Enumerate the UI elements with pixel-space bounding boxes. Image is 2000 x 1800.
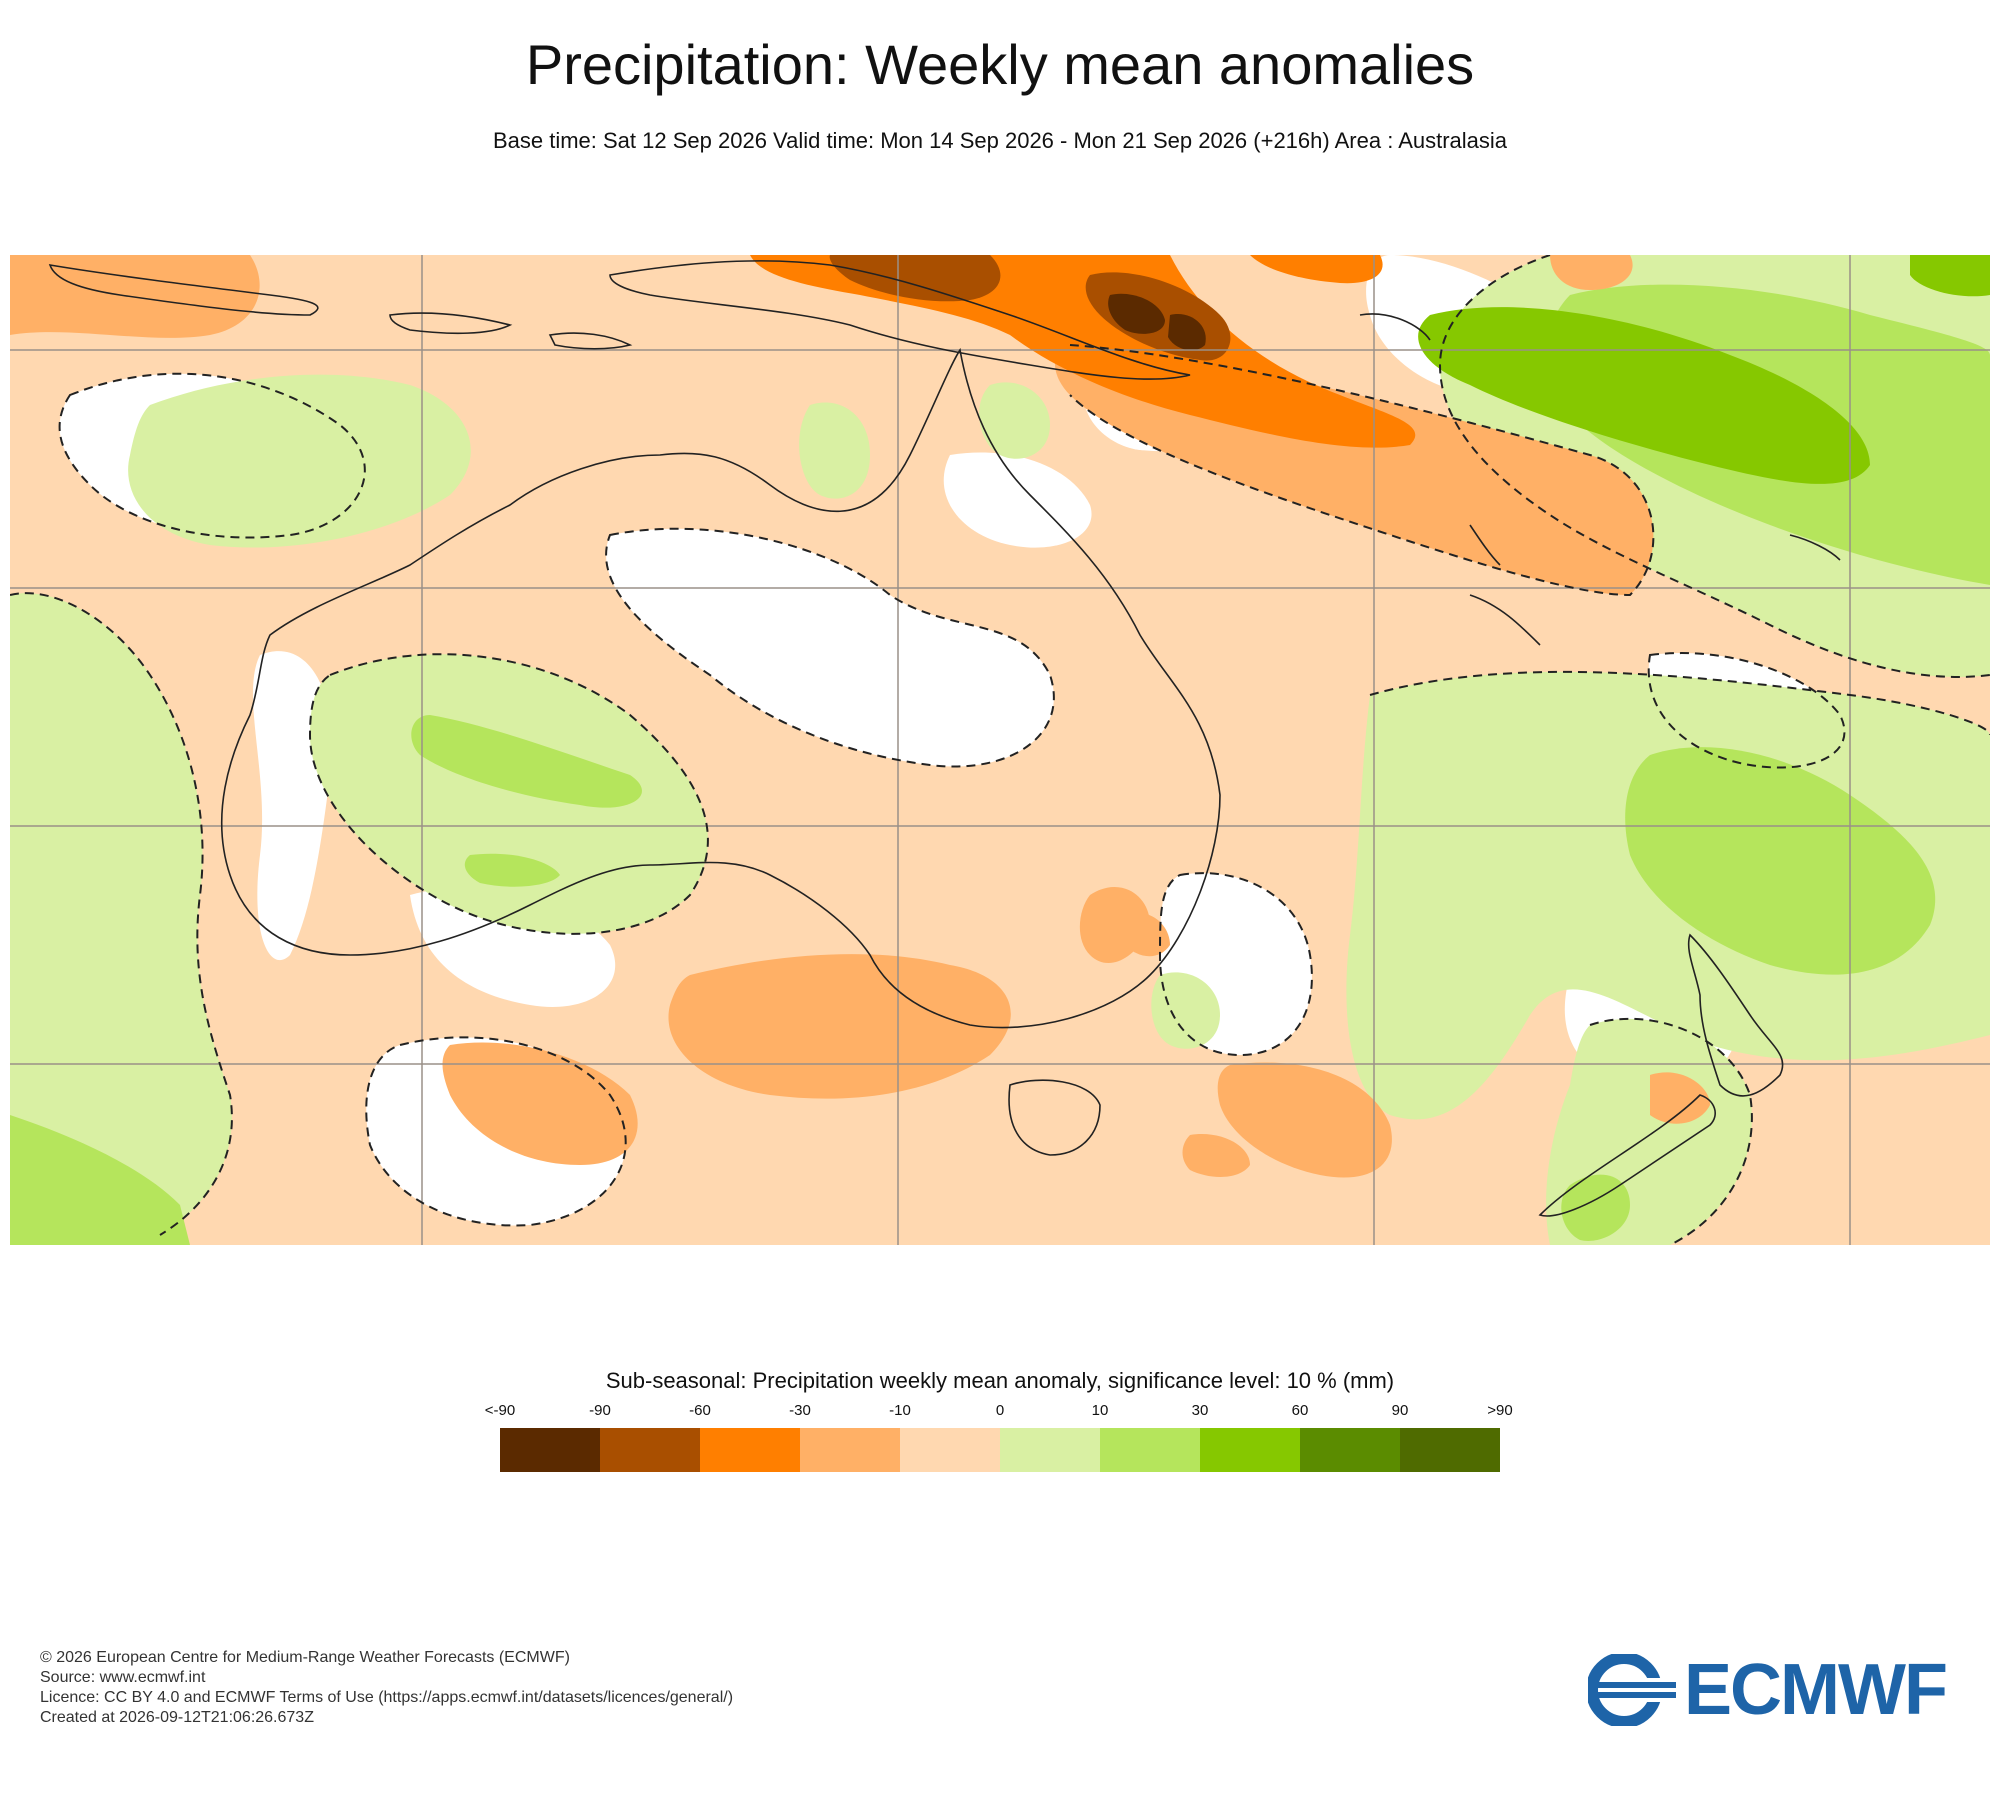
legend-tick-label: -10 bbox=[889, 1402, 911, 1419]
copyright-text: © 2026 European Centre for Medium-Range … bbox=[40, 1649, 570, 1666]
ecmwf-logo: ECMWF bbox=[1588, 1654, 1963, 1726]
map-gridlines bbox=[10, 255, 1990, 1245]
anomaly-minus-60-to-minus-30 bbox=[750, 255, 1416, 448]
precipitation-anomaly-map bbox=[10, 255, 1990, 1245]
legend-tick-label: 60 bbox=[1291, 1402, 1309, 1419]
anomaly-below-minus-90 bbox=[1108, 293, 1206, 351]
chart-subtitle: Base time: Sat 12 Sep 2026 Valid time: M… bbox=[492, 128, 1508, 153]
legend-colorbar bbox=[500, 1428, 1500, 1472]
legend-tick-label: 10 bbox=[1091, 1402, 1109, 1419]
legend-tick-label: -30 bbox=[789, 1402, 811, 1419]
source-text: Source: www.ecmwf.int bbox=[40, 1669, 206, 1686]
legend-swatch bbox=[1100, 1428, 1200, 1472]
legend-swatch bbox=[1000, 1428, 1100, 1472]
footer-credits: © 2026 European Centre for Medium-Range … bbox=[40, 1648, 733, 1728]
legend-swatch bbox=[700, 1428, 800, 1472]
legend-tick-label: -90 bbox=[589, 1402, 611, 1419]
legend-tick-label: -60 bbox=[689, 1402, 711, 1419]
ecmwf-logo-text: ECMWF bbox=[1684, 1650, 1948, 1730]
legend-tick-label: <-90 bbox=[484, 1402, 516, 1419]
legend-swatch bbox=[800, 1428, 900, 1472]
legend-swatch bbox=[900, 1428, 1000, 1472]
legend-labels: <-90 -90 -60 -30 -10 0 10 30 60 90 >90 bbox=[485, 1402, 1513, 1422]
legend-title: Sub-seasonal: Precipitation weekly mean … bbox=[605, 1368, 1395, 1393]
legend-tick-label: 90 bbox=[1391, 1402, 1409, 1419]
chart-title: Precipitation: Weekly mean anomalies bbox=[525, 33, 1475, 96]
ecmwf-logo-icon bbox=[1588, 1654, 1678, 1726]
created-text: Created at 2026-09-12T21:06:26.673Z bbox=[40, 1709, 314, 1726]
legend-swatch bbox=[1400, 1428, 1500, 1472]
legend-tick-label: >90 bbox=[1487, 1402, 1513, 1419]
legend-swatch bbox=[500, 1428, 600, 1472]
anomaly-30-to-60 bbox=[1418, 255, 1990, 484]
licence-text: Licence: CC BY 4.0 and ECMWF Terms of Us… bbox=[40, 1689, 734, 1706]
legend-tick-label: 30 bbox=[1191, 1402, 1209, 1419]
significance-contours bbox=[10, 255, 1990, 1245]
legend-tick-label: 0 bbox=[995, 1402, 1005, 1419]
legend-swatch bbox=[1200, 1428, 1300, 1472]
legend-swatch bbox=[600, 1428, 700, 1472]
legend-swatch bbox=[1300, 1428, 1400, 1472]
coastlines bbox=[48, 260, 1841, 1217]
